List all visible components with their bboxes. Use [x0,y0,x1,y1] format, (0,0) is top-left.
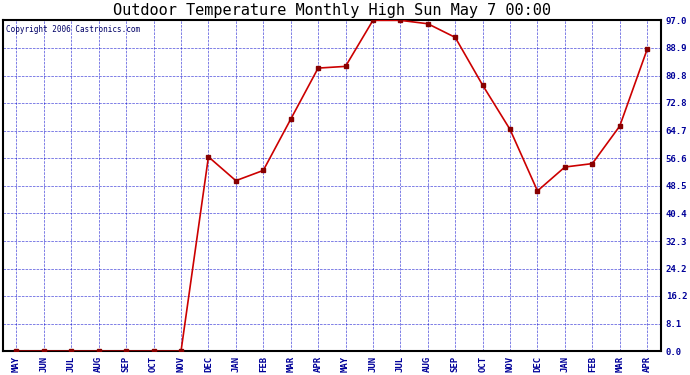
Title: Outdoor Temperature Monthly High Sun May 7 00:00: Outdoor Temperature Monthly High Sun May… [113,3,551,18]
Text: Copyright 2006 Castronics.com: Copyright 2006 Castronics.com [6,25,140,34]
